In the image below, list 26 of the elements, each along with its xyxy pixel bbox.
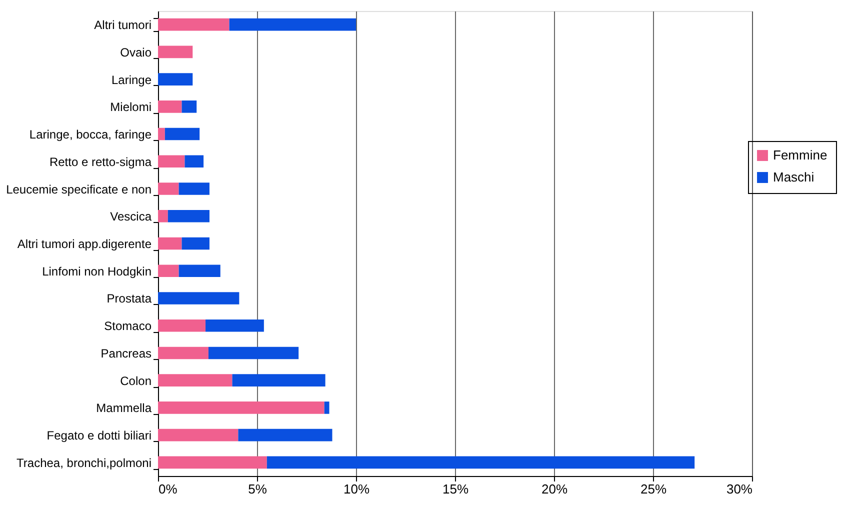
y-tick-label: Pancreas (100, 346, 152, 360)
y-tick-label: Linfomi non Hodgkin (42, 264, 152, 278)
y-tick-label: Altri tumori app.digerente (17, 237, 152, 251)
y-tick-label: Trachea, bronchi,polmoni (16, 456, 152, 470)
y-tick-label: Vescica (110, 210, 152, 224)
legend-label: Maschi (773, 170, 814, 184)
y-tick-label: Fegato e dotti biliari (46, 428, 152, 443)
y-tick-label: Altri tumori (94, 18, 152, 32)
x-tick-label: 10% (343, 482, 370, 496)
y-tick-label: Mammella (96, 401, 152, 416)
y-tick-label: Laringe (111, 72, 152, 87)
y-tick-label: Mielomi (110, 100, 152, 114)
y-tick-label: Leucemie specificate e non (6, 182, 152, 196)
y-tick-label: Laringe, bocca, faringe (29, 128, 152, 142)
legend-label: Femmine (773, 148, 828, 162)
x-tick-label: 30% (726, 482, 753, 496)
x-tick-label: 20% (541, 482, 568, 496)
y-tick-label: Retto e retto-sigma (49, 154, 152, 169)
x-tick-label: 25% (640, 482, 667, 496)
y-tick-label: Colon (120, 374, 152, 388)
y-tick-label: Ovaio (120, 45, 152, 60)
x-tick-label: 15% (442, 482, 469, 496)
x-tick-label: 5% (248, 482, 268, 496)
y-tick-label: Stomaco (104, 319, 152, 334)
x-tick-label: 0% (158, 482, 178, 496)
y-tick-label: Prostata (106, 292, 152, 306)
